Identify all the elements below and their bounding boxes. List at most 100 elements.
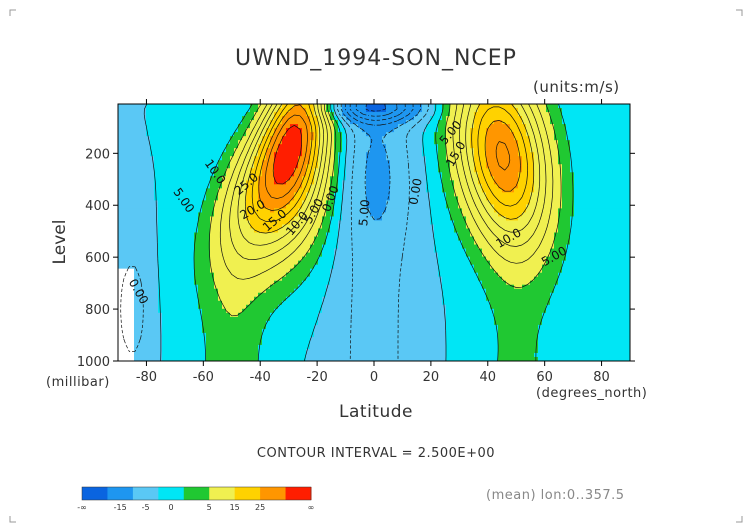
contour-cell bbox=[374, 152, 379, 157]
contour-cell bbox=[322, 196, 327, 201]
contour-cell bbox=[154, 356, 159, 361]
contour-cell bbox=[118, 344, 123, 350]
contour-cell bbox=[222, 104, 227, 109]
contour-cell bbox=[330, 252, 335, 258]
contour-cell bbox=[410, 120, 415, 125]
contour-cell bbox=[226, 156, 231, 161]
contour-cell bbox=[218, 328, 223, 334]
contour-cell bbox=[422, 216, 427, 222]
contour-cell bbox=[214, 284, 219, 290]
contour-cell bbox=[406, 128, 411, 133]
contour-cell bbox=[314, 136, 319, 141]
contour-cell bbox=[398, 172, 403, 177]
contour-cell bbox=[334, 268, 339, 274]
contour-cell bbox=[266, 124, 271, 129]
contour-cell bbox=[198, 324, 203, 330]
contour-cell bbox=[194, 264, 199, 270]
contour-cell bbox=[142, 196, 147, 201]
contour-cell bbox=[418, 252, 423, 258]
contour-cell bbox=[326, 328, 331, 334]
contour-cell bbox=[246, 128, 251, 133]
contour-cell bbox=[214, 220, 219, 226]
contour-cell bbox=[414, 240, 419, 246]
contour-cell bbox=[138, 220, 143, 226]
contour-cell bbox=[298, 136, 303, 141]
contour-cell bbox=[238, 120, 243, 125]
contour-cell bbox=[318, 332, 323, 338]
contour-cell bbox=[354, 248, 359, 254]
contour-cell bbox=[226, 144, 231, 149]
contour-cell bbox=[398, 336, 403, 342]
contour-cell bbox=[138, 184, 143, 189]
contour-cell bbox=[198, 140, 203, 145]
contour-cell bbox=[290, 240, 295, 246]
contour-cell bbox=[310, 256, 315, 262]
contour-cell bbox=[386, 300, 391, 306]
contour-cell bbox=[118, 160, 123, 165]
contour-cell bbox=[398, 300, 403, 306]
contour-cell bbox=[266, 280, 271, 286]
contour-cell bbox=[238, 260, 243, 266]
contour-cell bbox=[222, 152, 227, 157]
contour-cell bbox=[334, 140, 339, 145]
contour-cell bbox=[378, 320, 383, 326]
contour-cell bbox=[122, 328, 127, 334]
contour-cell bbox=[170, 112, 175, 117]
contour-cell bbox=[198, 168, 203, 173]
contour-cell bbox=[318, 264, 323, 270]
contour-cell bbox=[302, 180, 307, 185]
contour-cell bbox=[326, 204, 331, 210]
contour-cell bbox=[186, 104, 191, 109]
contour-cell bbox=[138, 248, 143, 254]
contour-cell bbox=[418, 164, 423, 169]
contour-cell bbox=[390, 220, 395, 226]
contour-cell bbox=[194, 328, 199, 334]
contour-cell bbox=[246, 164, 251, 169]
contour-cell bbox=[418, 208, 423, 214]
contour-cell bbox=[142, 188, 147, 193]
contour-cell bbox=[282, 228, 287, 234]
contour-cell bbox=[130, 316, 135, 322]
contour-cell bbox=[250, 260, 255, 266]
contour-cell bbox=[258, 284, 263, 290]
contour-cell bbox=[322, 156, 327, 161]
contour-cell bbox=[210, 268, 215, 274]
contour-cell bbox=[274, 132, 279, 137]
contour-cell bbox=[382, 140, 387, 145]
contour-cell bbox=[254, 304, 259, 310]
contour-cell bbox=[130, 200, 135, 205]
contour-cell bbox=[154, 132, 159, 137]
contour-cell bbox=[298, 272, 303, 278]
contour-cell bbox=[146, 104, 151, 109]
contour-cell bbox=[230, 148, 235, 153]
contour-cell bbox=[386, 256, 391, 262]
contour-cell bbox=[278, 272, 283, 278]
contour-cell bbox=[262, 304, 267, 310]
contour-cell bbox=[242, 260, 247, 266]
contour-cell bbox=[334, 260, 339, 266]
contour-cell bbox=[266, 156, 271, 161]
contour-cell bbox=[226, 216, 231, 222]
contour-cell bbox=[282, 344, 287, 350]
contour-cell bbox=[402, 336, 407, 342]
contour-cell bbox=[426, 144, 431, 149]
contour-cell bbox=[202, 280, 207, 286]
contour-cell bbox=[358, 248, 363, 254]
contour-cell bbox=[274, 192, 279, 197]
contour-cell bbox=[322, 356, 327, 361]
contour-cell bbox=[178, 324, 183, 330]
contour-cell bbox=[410, 248, 415, 254]
contour-cell bbox=[330, 220, 335, 226]
contour-cell bbox=[190, 336, 195, 342]
contour-cell bbox=[410, 232, 415, 238]
contour-cell bbox=[198, 144, 203, 149]
contour-cell bbox=[190, 268, 195, 274]
contour-cell bbox=[170, 196, 175, 201]
contour-cell bbox=[178, 156, 183, 161]
contour-cell bbox=[382, 180, 387, 185]
contour-cell bbox=[154, 344, 159, 350]
contour-cell bbox=[174, 316, 179, 322]
contour-cell bbox=[142, 320, 147, 326]
contour-cell bbox=[426, 120, 431, 125]
contour-cell bbox=[154, 116, 159, 121]
